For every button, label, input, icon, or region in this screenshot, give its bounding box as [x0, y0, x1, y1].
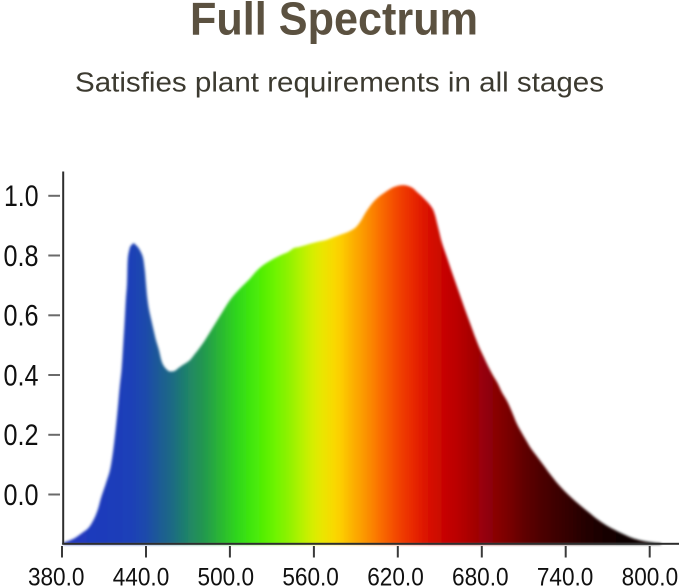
svg-text:740.0: 740.0: [537, 564, 594, 588]
svg-text:Full Spectrum: Full Spectrum: [190, 0, 478, 45]
svg-text:0.4: 0.4: [4, 359, 39, 392]
svg-text:440.0: 440.0: [113, 564, 170, 588]
svg-text:0.2: 0.2: [4, 419, 39, 452]
svg-text:500.0: 500.0: [198, 564, 255, 588]
svg-text:0.0: 0.0: [4, 479, 39, 512]
svg-text:0.6: 0.6: [4, 300, 39, 333]
svg-text:380.0: 380.0: [28, 564, 85, 588]
svg-text:0.8: 0.8: [4, 240, 39, 273]
svg-text:680.0: 680.0: [452, 564, 509, 588]
svg-text:Satisfies plant requirements i: Satisfies plant requirements in all stag…: [75, 67, 604, 98]
svg-text:560.0: 560.0: [282, 564, 339, 588]
svg-text:800.0: 800.0: [622, 564, 679, 588]
svg-text:1.0: 1.0: [4, 180, 39, 213]
svg-text:620.0: 620.0: [367, 564, 424, 588]
